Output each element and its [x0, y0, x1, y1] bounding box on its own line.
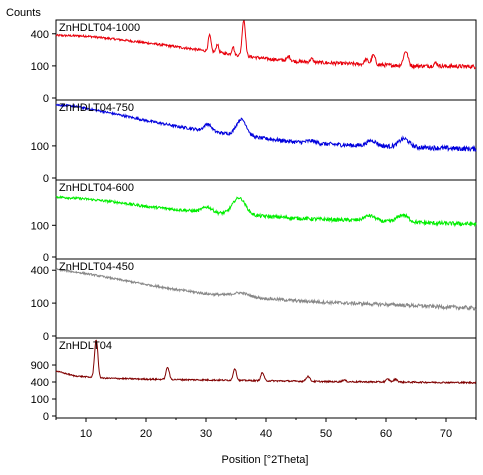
series-label: ZnHDLT04-750 — [59, 102, 134, 114]
y-tick-label: 400 — [31, 265, 49, 277]
y-tick-label: 100 — [31, 220, 49, 232]
panel-4: 0 100 400 ZnHDLT04-450 — [31, 258, 477, 343]
y-tick-label: 100 — [31, 394, 49, 406]
series-line-1 — [55, 20, 476, 70]
series-line-2 — [55, 102, 477, 153]
series-label: ZnHDLT04-450 — [59, 261, 134, 273]
series-line-4 — [55, 268, 477, 311]
panels-group: 0 100 400 ZnHDLT04-1000 0 100 ZnHDLT04-750 0 100… — [31, 19, 477, 423]
y-tick-label: 0 — [43, 173, 49, 185]
y-tick-label: 100 — [31, 298, 49, 310]
x-tick-label: 10 — [80, 428, 92, 440]
y-tick-label: 0 — [43, 331, 49, 343]
x-tick-label: 30 — [200, 428, 212, 440]
x-axis-title: Position [°2Theta] — [222, 454, 309, 466]
y-tick-label: 0 — [43, 252, 49, 264]
x-axis: 10 20 30 40 50 60 70 — [55, 418, 477, 440]
y-tick-label: 100 — [31, 141, 49, 153]
y-tick-label: 100 — [31, 61, 49, 73]
panel-1: 0 100 400 ZnHDLT04-1000 — [31, 19, 477, 105]
x-tick-label: 70 — [440, 428, 452, 440]
panel-2: 0 100 ZnHDLT04-750 — [31, 99, 477, 185]
x-tick-label: 20 — [140, 428, 152, 440]
panel-5: 0 100 400 900 ZnHDLT04 — [31, 337, 477, 423]
y-axis-title: Counts — [6, 7, 41, 19]
series-line-3 — [55, 195, 477, 228]
x-tick-label: 60 — [380, 428, 392, 440]
x-tick-label: 40 — [260, 428, 272, 440]
series-label: ZnHDLT04-1000 — [59, 22, 140, 34]
y-tick-label: 0 — [43, 411, 49, 423]
series-label: ZnHDLT04-600 — [59, 182, 134, 194]
x-tick-label: 50 — [320, 428, 332, 440]
y-tick-label: 900 — [31, 360, 49, 372]
series-label: ZnHDLT04 — [59, 340, 112, 352]
y-tick-label: 400 — [31, 29, 49, 41]
series-line-5 — [55, 339, 477, 385]
y-tick-label: 400 — [31, 377, 49, 389]
panel-3: 0 100 ZnHDLT04-600 — [31, 179, 477, 264]
y-tick-label: 0 — [43, 93, 49, 105]
